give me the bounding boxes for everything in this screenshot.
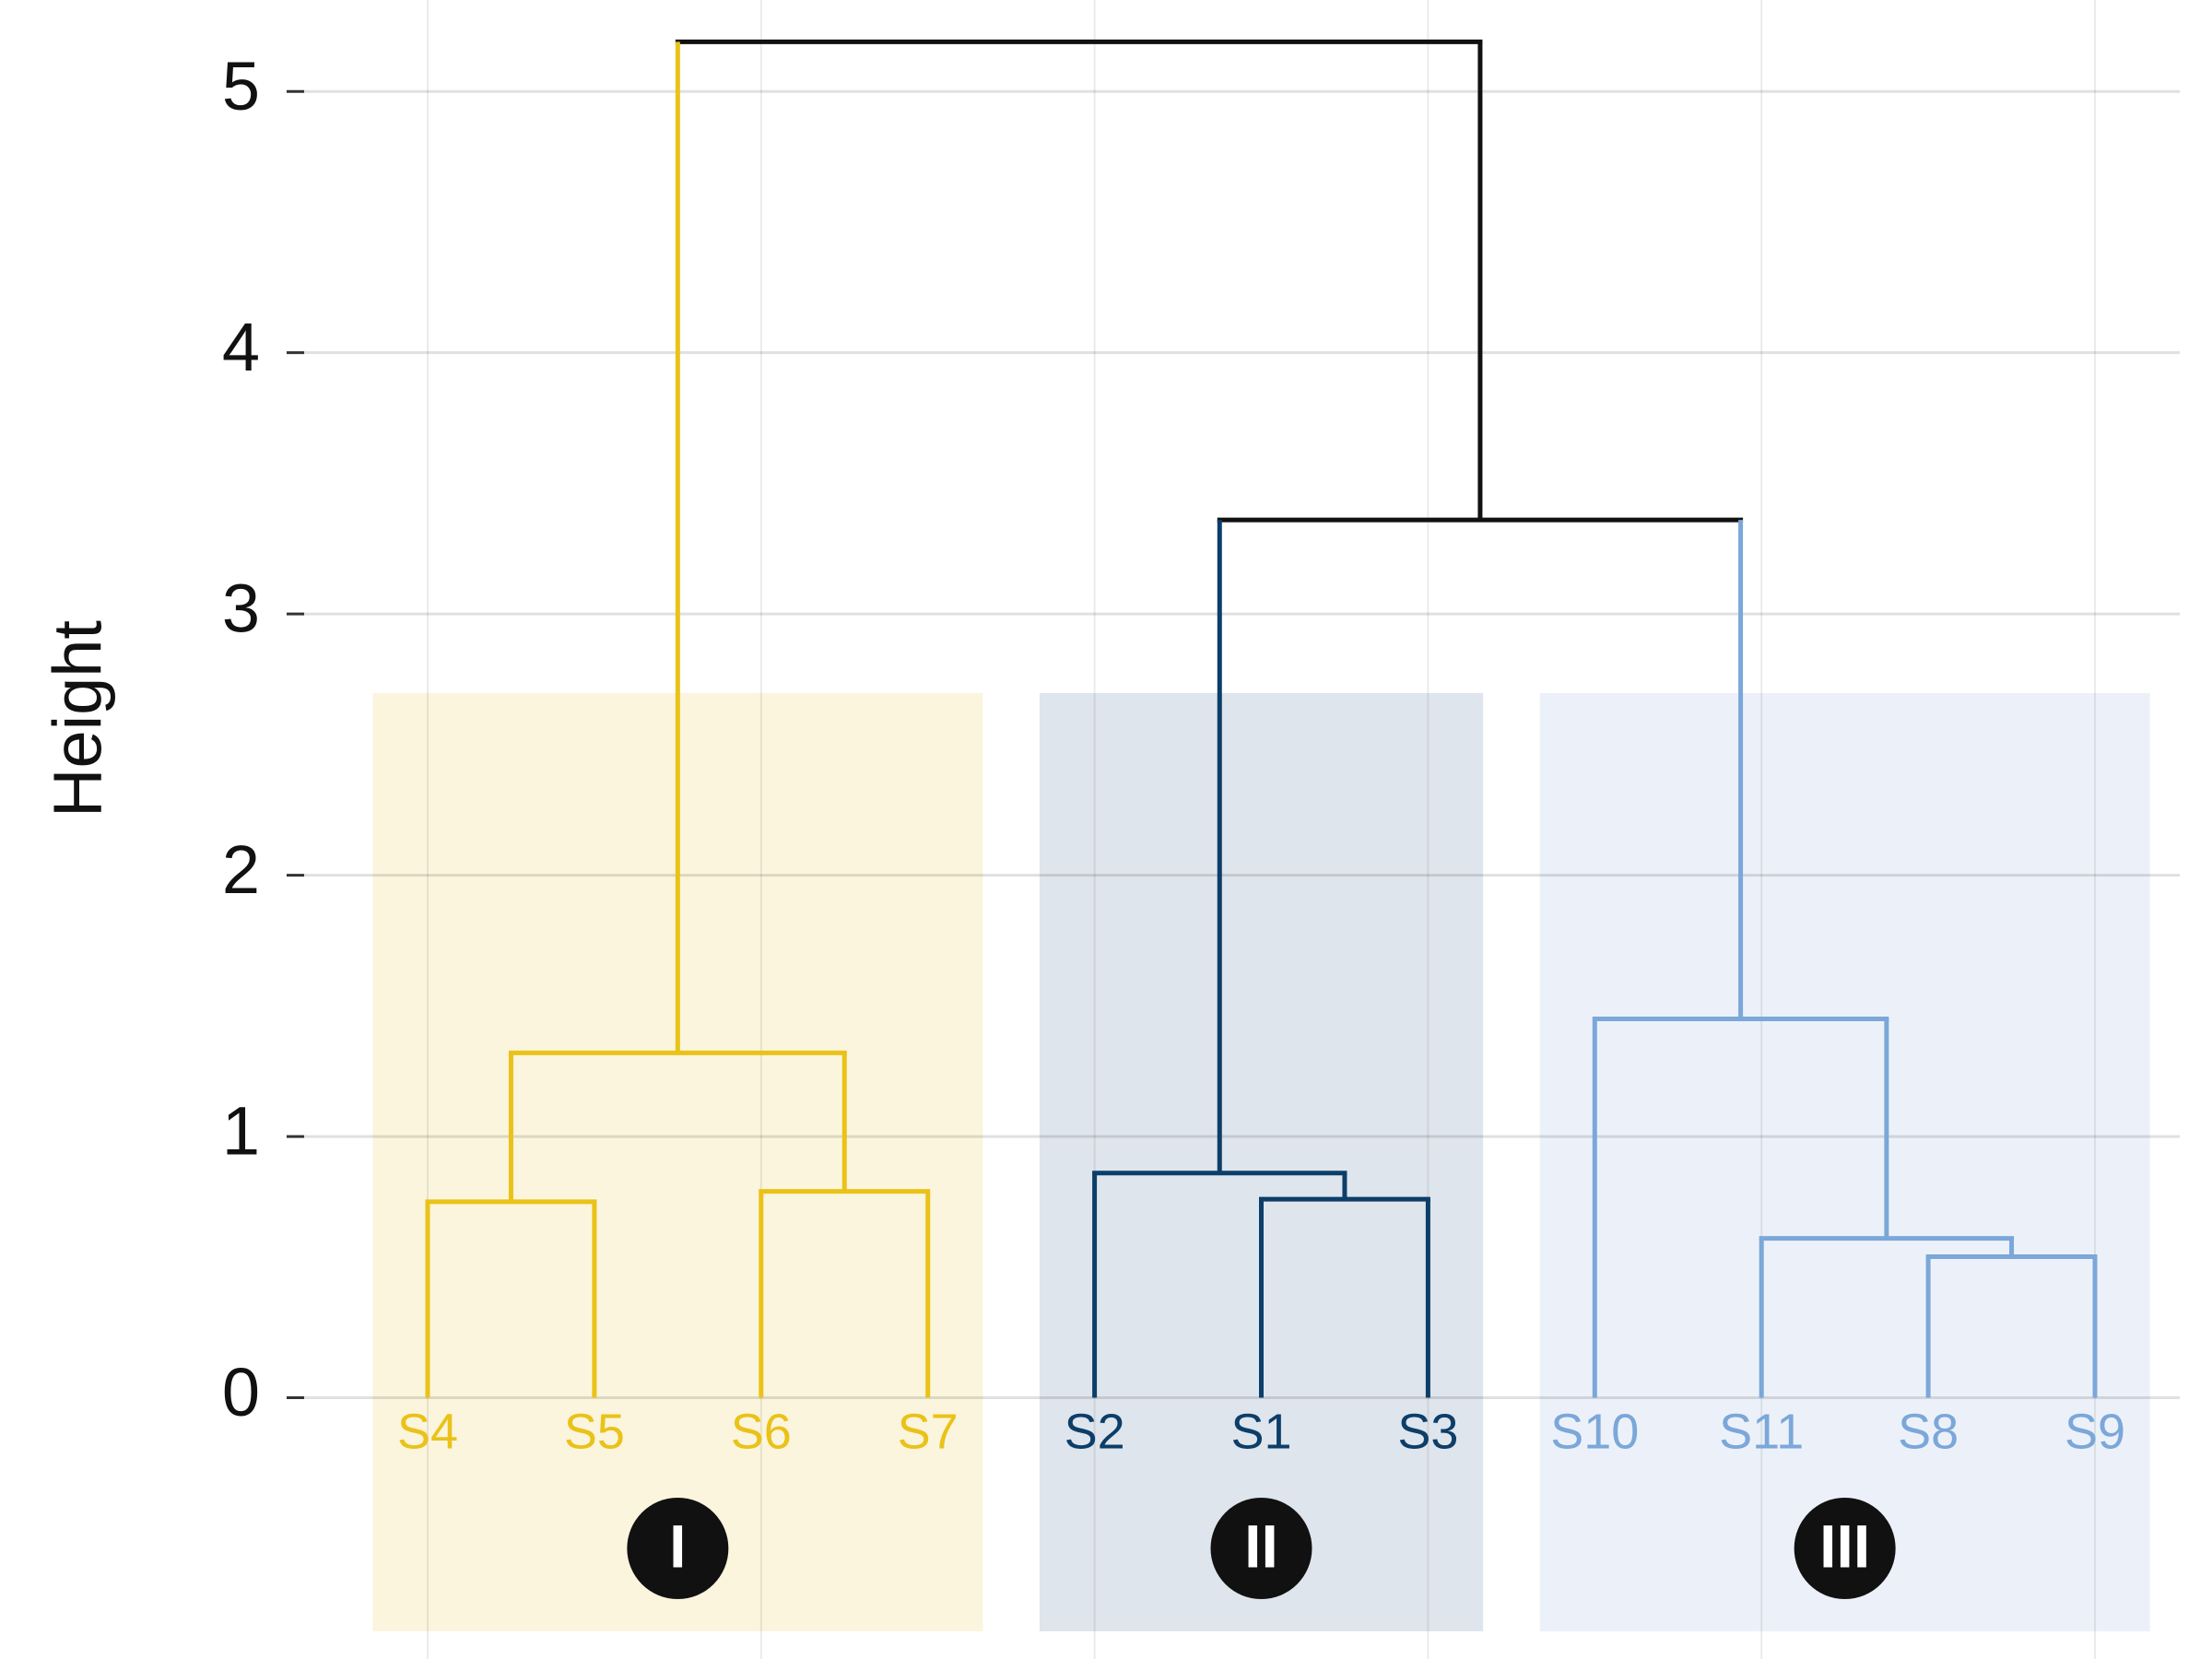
leaf-label: S11 [1719, 1404, 1804, 1459]
cluster-label: II [1244, 1512, 1278, 1580]
cluster-box [1539, 693, 2150, 1631]
background-layer: I II III [372, 693, 2150, 1631]
cluster-badge [627, 1498, 729, 1599]
leaf-label: S10 [1550, 1404, 1639, 1459]
y-tick-label: 5 [222, 48, 260, 124]
y-tick-label: 3 [222, 571, 260, 647]
tree-layer: S4 S5 S6 S7 S2 S1 S3 S10 S11 S8 S9 [397, 39, 2125, 1459]
y-tick-label: 0 [222, 1354, 260, 1430]
cluster-label: I [669, 1512, 686, 1580]
leaf-label: S9 [2065, 1404, 2125, 1459]
leaf-label: S2 [1065, 1404, 1125, 1459]
leaf-label: S6 [731, 1404, 792, 1459]
leaf-label: S7 [898, 1404, 959, 1459]
leaf-label: S4 [397, 1404, 458, 1459]
leaf-label: S8 [1898, 1404, 1959, 1459]
y-tick-label: 2 [222, 831, 260, 908]
cluster-label: III [1819, 1512, 1870, 1580]
leaf-label: S3 [1397, 1404, 1458, 1459]
y-tick-label: 4 [222, 309, 260, 385]
leaf-label: S5 [564, 1404, 625, 1459]
cluster-box [1039, 693, 1484, 1631]
cluster-badge [1794, 1498, 1896, 1599]
y-tick-label: 1 [222, 1093, 260, 1170]
leaf-label: S1 [1230, 1404, 1291, 1459]
cluster-badge [1210, 1498, 1312, 1599]
y-axis-label: Height [40, 620, 116, 818]
